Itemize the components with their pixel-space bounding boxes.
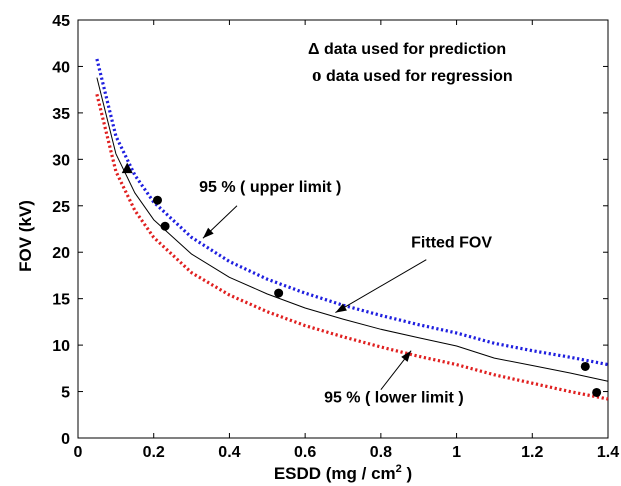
legend: Δ data used for prediction o data used f…	[308, 41, 513, 86]
fitted-fov-line	[96, 77, 609, 382]
legend-regression: o data used for regression	[312, 65, 513, 86]
annotation-arrowhead	[335, 303, 347, 313]
upper-limit-annotation: 95 % ( upper limit )	[199, 179, 341, 196]
prediction-point	[121, 162, 133, 174]
x-axis-label-superscript: 2	[396, 463, 402, 475]
x-axis-label-end: )	[402, 464, 412, 483]
annotations: 95 % ( upper limit ) Fitted FOV 95 % ( low…	[199, 179, 492, 407]
y-tick-label: 15	[52, 292, 70, 309]
y-tick-label: 40	[52, 59, 70, 76]
y-tick-label: 20	[52, 245, 70, 262]
y-tick-label: 5	[61, 385, 70, 402]
x-tick-label: 0	[74, 444, 83, 461]
annotation-arrowhead	[401, 350, 412, 362]
x-tick-label: 1.2	[521, 444, 543, 461]
x-tick-label: 0.4	[218, 444, 240, 461]
series	[95, 58, 609, 401]
regression-point	[160, 221, 170, 231]
legend-prediction: Δ data used for prediction	[308, 41, 506, 58]
plot-frame	[77, 19, 609, 439]
y-axis-label: FOV (kV)	[16, 200, 35, 272]
annotation-arrowhead	[202, 227, 214, 239]
y-tick-label: 35	[52, 106, 70, 123]
data-points	[121, 162, 602, 397]
x-tick-label: 0.6	[294, 444, 316, 461]
legend-regression-symbol: o	[312, 65, 322, 86]
legend-regression-text: data used for regression	[322, 68, 513, 85]
annotation-arrow-line	[335, 259, 427, 314]
legend-prediction-symbol: Δ	[308, 41, 320, 58]
x-tick-label: 1	[452, 444, 461, 461]
y-tick-label: 25	[52, 199, 70, 216]
regression-point	[592, 387, 602, 397]
y-tick-label: 0	[61, 431, 70, 448]
x-axis-label: ESDD (mg / cm2 )	[274, 463, 412, 483]
regression-point	[274, 288, 284, 298]
regression-point	[153, 195, 162, 205]
regression-point	[580, 361, 590, 371]
y-tick-label: 10	[52, 338, 70, 355]
x-tick-label: 1.4	[597, 444, 619, 461]
x-tick-label: 0.2	[143, 444, 165, 461]
fitted-fov-annotation: Fitted FOV	[411, 235, 492, 252]
x-tick-label: 0.8	[370, 444, 392, 461]
y-tick-label: 45	[52, 13, 70, 30]
y-tick-label: 30	[52, 152, 70, 169]
lower-limit-line	[95, 93, 609, 401]
legend-prediction-text: data used for prediction	[320, 41, 507, 58]
axes: 0 0.2 0.4 0.6 0.8 1 1.2 1.4 0 5 10 15 20 25 30 35 40 45	[52, 13, 619, 461]
lower-limit-annotation: 95 % ( lower limit )	[324, 390, 464, 407]
upper-limit-line	[95, 58, 609, 367]
